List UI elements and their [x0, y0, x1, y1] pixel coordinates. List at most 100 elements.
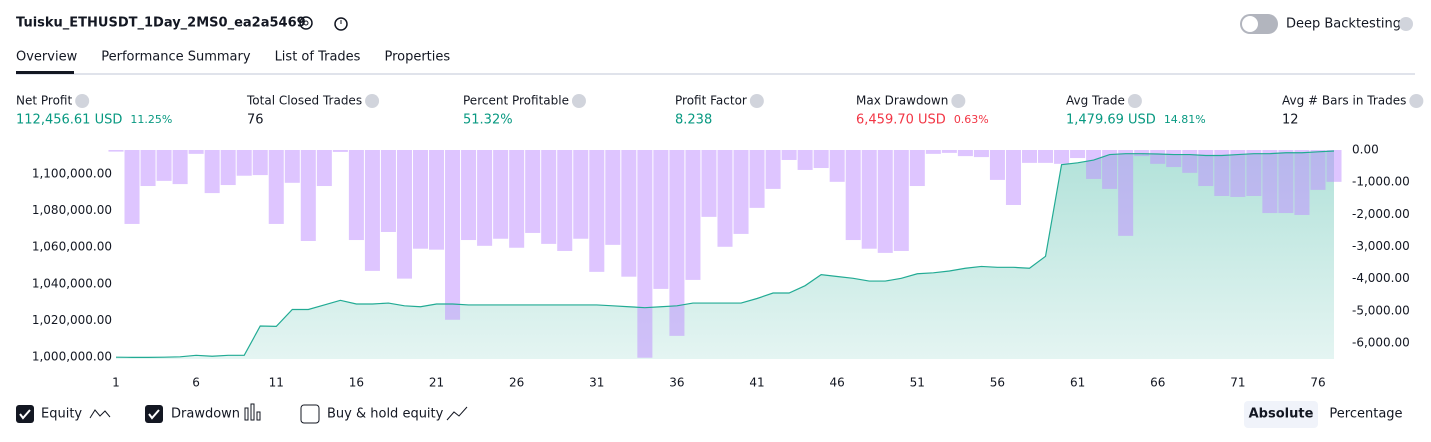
drawdown-bar [1214, 150, 1230, 196]
drawdown-bar [1118, 150, 1134, 236]
drawdown-bar [1262, 150, 1278, 214]
drawdown-bar [1230, 150, 1246, 197]
buy-hold-icon [446, 406, 468, 421]
x-tick-label: 71 [1230, 376, 1245, 390]
drawdown-bar [236, 150, 252, 176]
equity-checkbox[interactable] [16, 405, 34, 423]
drawdown-bar [1326, 150, 1342, 182]
legend-buy-hold: Buy & hold equity [327, 407, 444, 422]
strategy-title: Tuisku_ETHUSDT_1Day_2MS0_ea2a5469 [16, 16, 306, 31]
metric-percent: 0.63% [954, 113, 989, 126]
x-tick-label: 56 [990, 376, 1005, 390]
drawdown-bar [1198, 150, 1214, 187]
drawdown-bar [541, 150, 557, 244]
absolute-button[interactable] [1244, 401, 1318, 428]
info-icon [75, 94, 90, 108]
x-tick-label: 76 [1310, 376, 1325, 390]
drawdown-bar [701, 150, 717, 217]
drawdown-bar [813, 150, 829, 169]
x-tick-label: 21 [429, 376, 444, 390]
drawdown-bar [445, 150, 461, 320]
drawdown-bar [1310, 150, 1326, 190]
y2-tick-label: -2,000.00 [1352, 207, 1410, 221]
equity-line [115, 150, 1335, 358]
drawdown-bar [268, 150, 284, 224]
metric-value: 1,479.69 USD [1066, 113, 1156, 128]
x-tick-label: 1 [112, 376, 120, 390]
drawdown-bar [557, 150, 573, 251]
drawdown-bar [1038, 150, 1054, 163]
drawdown-bar [1086, 150, 1102, 179]
x-tick-label: 66 [1150, 376, 1165, 390]
drawdown-bar [220, 150, 236, 186]
drawdown-bar [749, 150, 765, 208]
metric-value: 76 [247, 113, 264, 128]
drawdown-bar [124, 150, 140, 224]
drawdown-bar [396, 150, 412, 279]
drawdown-bar [797, 150, 813, 170]
drawdown-bar [669, 150, 685, 336]
info-icon [1409, 94, 1424, 108]
drawdown-bar [765, 150, 781, 189]
metric-label: Profit Factor [675, 94, 747, 108]
metric-percent: 11.25% [130, 113, 172, 126]
x-tick-label: 31 [589, 376, 604, 390]
x-tick-label: 26 [509, 376, 524, 390]
drawdown-bar [717, 150, 733, 247]
toggle-knob [1242, 16, 1258, 32]
tab[interactable]: Properties [384, 50, 450, 65]
y-tick-label: 1,060,000.00 [32, 240, 112, 254]
drawdown-checkbox[interactable] [145, 405, 163, 423]
y2-tick-label: -3,000.00 [1352, 239, 1410, 253]
drawdown-bar [172, 150, 188, 185]
drawdown-bar [461, 150, 477, 241]
info-icon [1127, 94, 1142, 108]
drawdown-bar [1102, 150, 1118, 189]
drawdown-bar [637, 150, 653, 358]
tab[interactable]: Overview [16, 50, 78, 65]
y-tick-label: 1,000,000.00 [32, 350, 112, 364]
drawdown-bar [1070, 150, 1086, 159]
drawdown-bar [380, 150, 396, 232]
x-tick-label: 46 [830, 376, 845, 390]
drawdown-bar [893, 150, 909, 251]
tab[interactable]: List of Trades [275, 50, 361, 65]
drawdown-bar [685, 150, 701, 280]
alert-icon[interactable] [334, 17, 348, 31]
drawdown-bar [525, 150, 541, 233]
help-icon[interactable] [1399, 17, 1413, 31]
drawdown-bar [1021, 150, 1038, 163]
drawdown-bar [605, 150, 621, 245]
settings-icon[interactable] [299, 16, 313, 30]
tab[interactable]: Performance Summary [101, 50, 251, 65]
percentage-button[interactable]: Percentage [1329, 407, 1402, 422]
metric-value: 6,459.70 USD [856, 113, 946, 128]
drawdown-bar [509, 150, 525, 248]
drawdown-bar [733, 150, 749, 234]
drawdown-bar [973, 150, 989, 158]
buy-hold-checkbox[interactable] [300, 404, 320, 424]
metric-value: 12 [1282, 113, 1299, 128]
drawdown-bar [204, 150, 220, 194]
info-icon [571, 94, 586, 108]
drawdown-bar [284, 150, 300, 183]
metric-percent: 14.81% [1164, 113, 1206, 126]
legend-equity: Equity [41, 407, 82, 422]
drawdown-bar [1134, 150, 1150, 157]
x-tick-label: 51 [910, 376, 925, 390]
drawdown-bar [300, 150, 316, 241]
legend-drawdown: Drawdown [171, 407, 240, 422]
drawdown-bar [108, 150, 124, 152]
x-tick-label: 36 [669, 376, 684, 390]
drawdown-bar [1278, 150, 1294, 214]
y-tick-label: 1,040,000.00 [32, 276, 112, 290]
y2-tick-label: 0.00 [1352, 143, 1379, 157]
drawdown-bar [941, 150, 957, 153]
drawdown-bar [140, 150, 156, 187]
drawdown-bar [188, 150, 204, 154]
drawdown-bar [412, 150, 429, 249]
y2-tick-label: -4,000.00 [1352, 271, 1410, 285]
drawdown-bar [1294, 150, 1310, 215]
y2-tick-label: -1,000.00 [1352, 175, 1410, 189]
